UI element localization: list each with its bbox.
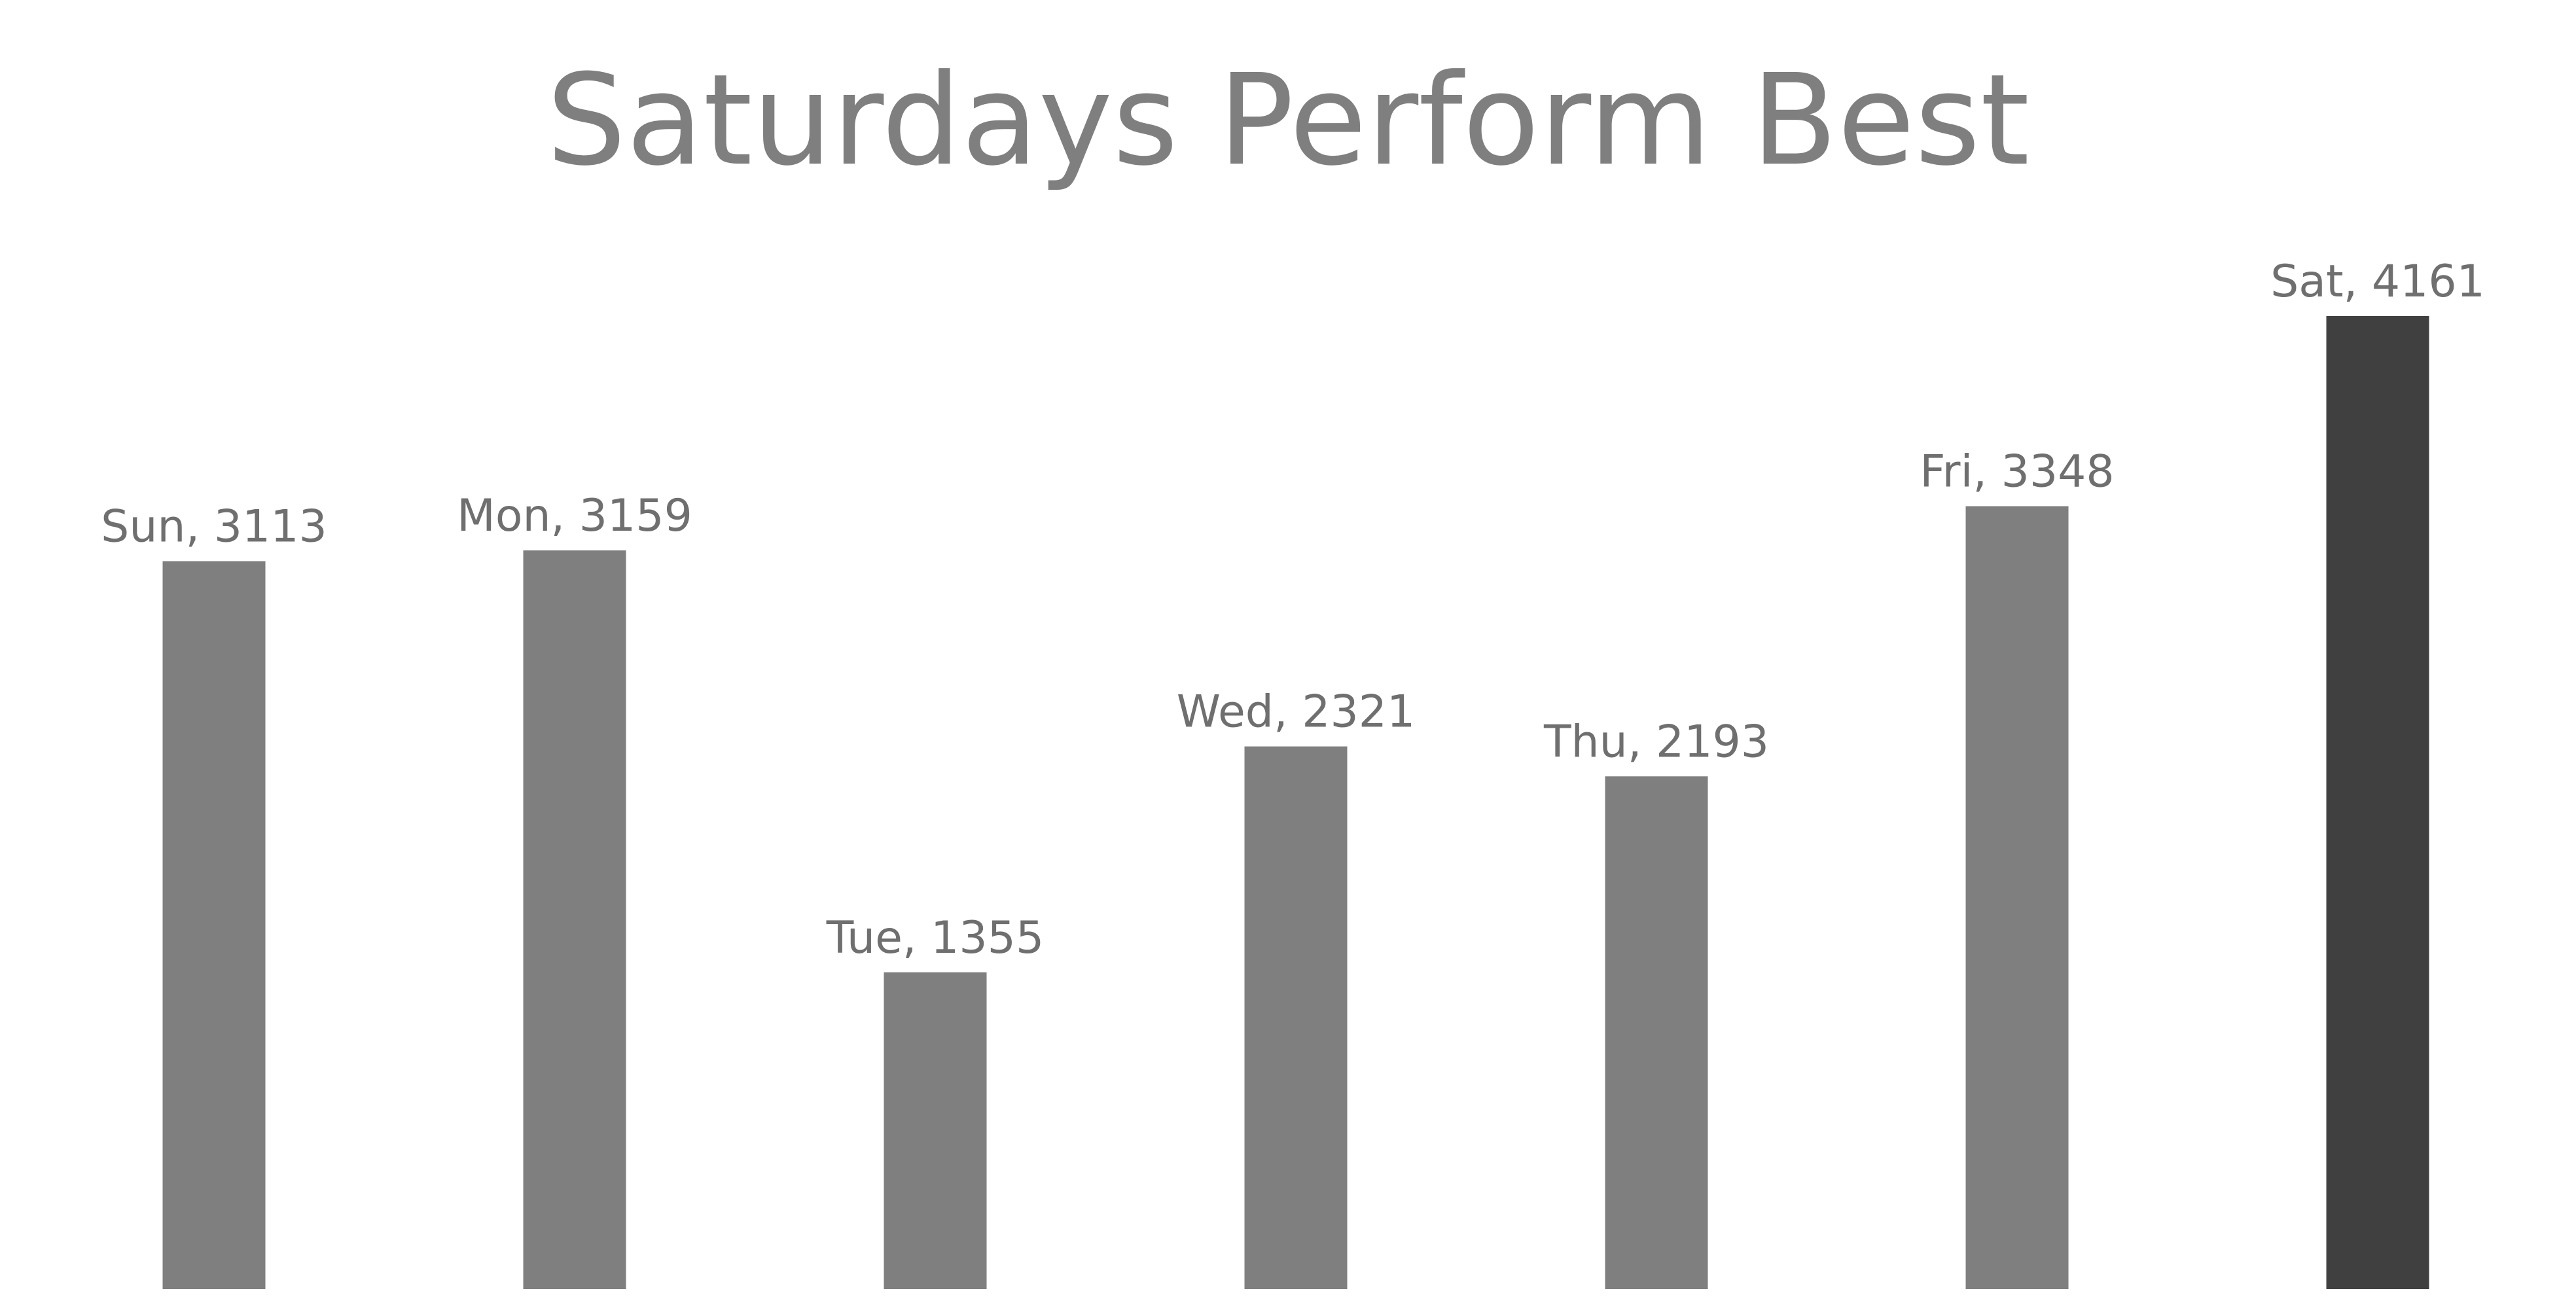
data-label-thu: Thu, 2193 [1543,716,1769,768]
bar-mon [523,550,626,1289]
bar-thu [1605,776,1708,1289]
chart-title: Saturdays Perform Best [546,48,2030,194]
bars-group [162,316,2429,1289]
data-label-sun: Sun, 3113 [101,501,327,553]
bar-sat [2326,316,2429,1289]
data-labels-group: Sun, 3113 Mon, 3159 Tue, 1355 Wed, 2321 Thu,… [101,256,2485,964]
bar-fri [1965,506,2069,1289]
data-label-fri: Fri, 3348 [1920,446,2114,498]
data-label-wed: Wed, 2321 [1177,686,1416,738]
data-label-tue: Tue, 1355 [826,912,1044,964]
data-label-sat: Sat, 4161 [2270,256,2485,308]
bar-sun [162,561,266,1289]
bar-tue [884,972,987,1289]
bar-wed [1244,746,1348,1289]
data-label-mon: Mon, 3159 [457,490,692,542]
